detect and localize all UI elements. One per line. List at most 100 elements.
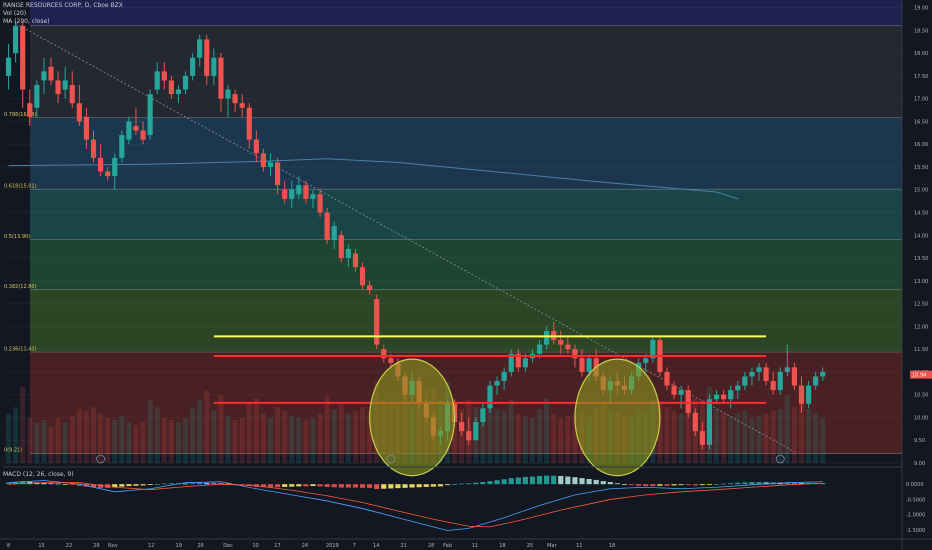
macd-histogram-bar	[161, 483, 167, 485]
price-tick-label: 13.00	[914, 279, 928, 285]
macd-histogram-bar	[303, 484, 309, 487]
macd-histogram-bar	[728, 483, 734, 485]
time-tick-label: 17	[274, 543, 280, 549]
candle-body	[770, 381, 776, 391]
macd-histogram-bar	[423, 484, 429, 487]
candle-body	[211, 57, 217, 76]
macd-histogram-bar	[402, 484, 408, 488]
macd-histogram-bar	[112, 484, 118, 488]
time-tick-label: 11	[472, 543, 478, 549]
volume-bar	[791, 407, 797, 463]
volume-bar	[62, 422, 68, 463]
volume-bar	[211, 410, 217, 463]
macd-histogram-bar	[699, 484, 705, 486]
macd-histogram-bar	[310, 484, 316, 487]
macd-histogram-bar	[338, 484, 344, 488]
macd-indicator-label: MACD (12, 26, close, 9)	[3, 471, 74, 478]
candle-body	[218, 57, 224, 99]
candle-body	[713, 394, 720, 400]
price-tick-label: 15.50	[914, 165, 928, 171]
volume-bar	[735, 413, 741, 463]
macd-histogram-bar	[444, 484, 451, 486]
price-tick-label: 16.00	[914, 142, 928, 148]
candle-body	[374, 299, 380, 345]
volume-bar	[777, 409, 783, 463]
macd-histogram-bar	[494, 480, 500, 485]
volume-bar	[76, 409, 82, 463]
volume-bar	[657, 401, 663, 463]
volume-bar	[452, 401, 458, 463]
volume-bar	[813, 413, 819, 463]
price-tick-label: 11.50	[914, 347, 928, 353]
macd-histogram-bar	[437, 484, 444, 487]
volume-bar	[558, 418, 564, 463]
macd-histogram-bar	[522, 476, 528, 485]
volume-bar	[756, 416, 762, 463]
volume-bar	[275, 407, 281, 463]
macd-histogram-bar	[140, 484, 146, 486]
volume-bar	[133, 425, 139, 463]
macd-histogram-bar	[211, 482, 217, 485]
candle-body	[820, 371, 826, 377]
volume-bar	[225, 416, 231, 463]
macd-histogram-bar	[48, 483, 54, 485]
macd-histogram-bar	[501, 479, 507, 485]
macd-histogram-bar	[735, 482, 741, 485]
price-tick-label: 14.50	[914, 211, 928, 217]
candle-body	[494, 381, 500, 386]
candle-body	[798, 385, 805, 404]
candle-body	[756, 367, 762, 372]
volume-bar	[728, 416, 734, 463]
volume-bar	[6, 413, 12, 463]
macd-tick-label: -0.5000	[906, 497, 925, 503]
candle-body	[168, 80, 174, 95]
price-tick-label: 14.00	[914, 233, 928, 239]
candle-body	[367, 285, 373, 290]
candle-body	[763, 367, 769, 382]
candle-body	[5, 57, 12, 76]
price-tick-label: 16.50	[914, 119, 928, 125]
price-tick-label: 10.00	[914, 415, 928, 421]
time-tick-label: 28	[428, 543, 434, 549]
candle-body	[473, 422, 479, 441]
macd-histogram-bar	[296, 484, 302, 487]
candle-body	[69, 84, 75, 104]
time-tick-label: 10	[252, 543, 258, 549]
candle-body	[97, 157, 104, 172]
candle-body	[749, 371, 755, 377]
volume-bar	[232, 419, 238, 463]
macd-histogram-bar	[190, 483, 196, 485]
volume-bar	[246, 401, 252, 463]
macd-histogram-bar	[274, 484, 281, 488]
macd-histogram-bar	[20, 481, 26, 485]
volume-bar	[714, 409, 720, 463]
candle-body	[76, 103, 82, 122]
volume-bar	[685, 407, 691, 463]
time-tick-label: 24	[302, 543, 308, 549]
candle-body	[565, 344, 571, 350]
candle-body	[508, 353, 514, 372]
candle-body	[274, 162, 281, 186]
last-price-badge	[910, 370, 932, 379]
macd-histogram-bar	[317, 484, 323, 487]
macd-histogram-bar	[586, 479, 592, 485]
candle-body	[388, 358, 394, 363]
candle-body	[317, 194, 323, 213]
candle-body	[140, 130, 146, 140]
macd-histogram-bar	[204, 482, 210, 485]
volume-bar	[770, 410, 776, 463]
macd-histogram-bar	[331, 484, 337, 488]
highlight-ellipse	[574, 358, 661, 477]
volume-bar	[367, 410, 373, 463]
macd-histogram-bar	[13, 481, 19, 485]
fib-zone	[30, 189, 902, 240]
candle-body	[105, 171, 111, 177]
macd-histogram-bar	[97, 484, 104, 488]
macd-histogram-bar	[515, 477, 521, 485]
candle-body	[671, 385, 677, 395]
volume-bar	[20, 386, 26, 463]
volume-bar	[544, 398, 550, 463]
time-tick-label: Nov	[108, 543, 118, 549]
